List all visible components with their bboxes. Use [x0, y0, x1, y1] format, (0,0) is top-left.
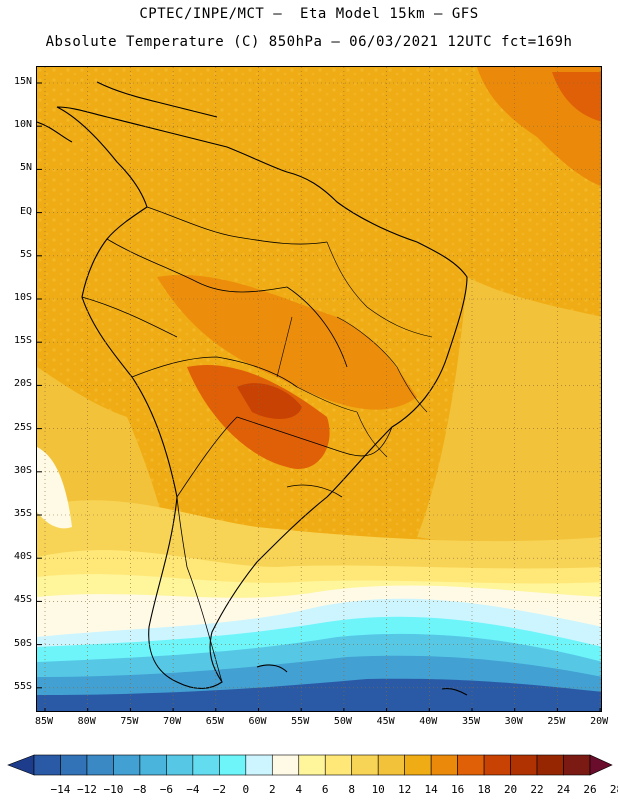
lat-label: 55S	[13, 680, 32, 692]
lon-label: 70W	[163, 716, 182, 727]
lat-label: 5S	[19, 248, 32, 260]
colorbar-min-triangle	[7, 754, 35, 776]
lat-label: 5N	[19, 162, 32, 174]
coastline	[37, 81, 468, 696]
colorbar-max-triangle	[589, 754, 613, 776]
lon-label: 30W	[504, 716, 523, 727]
colorbar-swatch	[219, 754, 247, 776]
colorbar-swatch	[192, 754, 220, 776]
colorbar-label: −10	[103, 783, 124, 796]
colorbar-swatch	[86, 754, 114, 776]
colorbar-swatch	[563, 754, 591, 776]
lon-label: 75W	[120, 716, 139, 727]
lon-label: 80W	[77, 716, 96, 727]
map-subtitle: Absolute Temperature (C) 850hPa – 06/03/…	[45, 34, 573, 50]
lat-label: 35S	[13, 508, 32, 519]
lon-label: 60W	[248, 716, 267, 727]
lat-label: 30S	[13, 464, 32, 476]
field-14-16-atlantic	[417, 277, 601, 567]
lon-label: 40W	[419, 716, 438, 727]
colorbar-swatch	[245, 754, 273, 776]
colorbar-label: −12	[77, 783, 97, 796]
lat-label: 10N	[13, 119, 32, 131]
field-20-22-central	[187, 365, 330, 469]
lon-label: 25W	[547, 716, 566, 727]
colorbar-label: 12	[398, 783, 412, 796]
colorbar-label: 10	[371, 783, 385, 796]
lat-label: 10S	[13, 292, 32, 303]
lat-label: 20S	[13, 378, 32, 390]
lat-label: 25S	[13, 421, 32, 433]
colorbar-swatch	[166, 754, 194, 776]
lon-label: 45W	[376, 716, 395, 727]
colorbar-swatch	[483, 754, 511, 776]
colorbar-swatch	[139, 754, 167, 776]
colorbar-label: 0	[242, 783, 250, 796]
lat-label: 45S	[13, 594, 32, 606]
colorbar-label: −2	[212, 783, 226, 796]
colorbar-swatch	[271, 754, 300, 776]
temperature-map	[36, 66, 602, 712]
colorbar-swatch	[377, 754, 405, 776]
colorbar-swatch	[404, 754, 432, 776]
colorbar-label: 6	[321, 783, 329, 796]
colorbar-label: 28	[609, 783, 618, 796]
lon-label: 65W	[205, 716, 224, 727]
lon-label: 85W	[34, 716, 54, 727]
colorbar-label: −14	[50, 783, 71, 796]
lon-label: 50W	[333, 716, 352, 727]
colorbar-label: −6	[159, 783, 173, 796]
lat-label: 15S	[13, 335, 32, 347]
colorbar-swatch	[510, 754, 538, 776]
colorbar	[7, 754, 613, 776]
colorbar-label: 24	[556, 783, 571, 796]
colorbar-swatch	[351, 754, 379, 776]
colorbar-label: 2	[268, 783, 276, 796]
temperature-field	[37, 67, 601, 711]
lon-label: 35W	[461, 716, 481, 727]
field-pacific-light	[37, 447, 72, 529]
colorbar-swatch	[536, 754, 564, 776]
colorbar-label: 16	[450, 783, 465, 796]
lat-label: 15N	[13, 76, 32, 87]
colorbar-label: 8	[348, 783, 356, 796]
lat-label: EQ	[19, 205, 32, 217]
colorbar-label: 26	[583, 783, 597, 796]
field-neg6-neg2	[37, 678, 601, 711]
lon-label: 55W	[291, 716, 310, 727]
colorbar-label: 22	[530, 783, 544, 796]
field-20-22-northeast	[552, 72, 601, 122]
state-borders	[276, 241, 433, 458]
colorbar-swatch	[457, 754, 485, 776]
colorbar-swatch	[324, 754, 353, 776]
lat-label: 40S	[13, 551, 32, 563]
colorbar-label: 18	[477, 783, 491, 796]
colorbar-label: −4	[186, 783, 200, 796]
field-18-20-central	[157, 275, 417, 410]
map-title: CPTEC/INPE/MCT – Eta Model 15km – GFS	[139, 6, 479, 22]
colorbar-swatch	[60, 754, 88, 776]
colorbar-swatch	[298, 754, 326, 776]
lon-label: 20W	[590, 716, 609, 727]
colorbar-swatch	[113, 754, 141, 776]
colorbar-label: 14	[424, 783, 438, 796]
colorbar-label: −8	[133, 783, 147, 796]
colorbar-swatch	[430, 754, 458, 776]
colorbar-label: 20	[503, 783, 518, 796]
field-22-24-core	[237, 383, 302, 419]
colorbar-label: 4	[295, 783, 303, 796]
colorbar-swatch	[33, 754, 61, 776]
lat-label: 50S	[13, 637, 32, 649]
